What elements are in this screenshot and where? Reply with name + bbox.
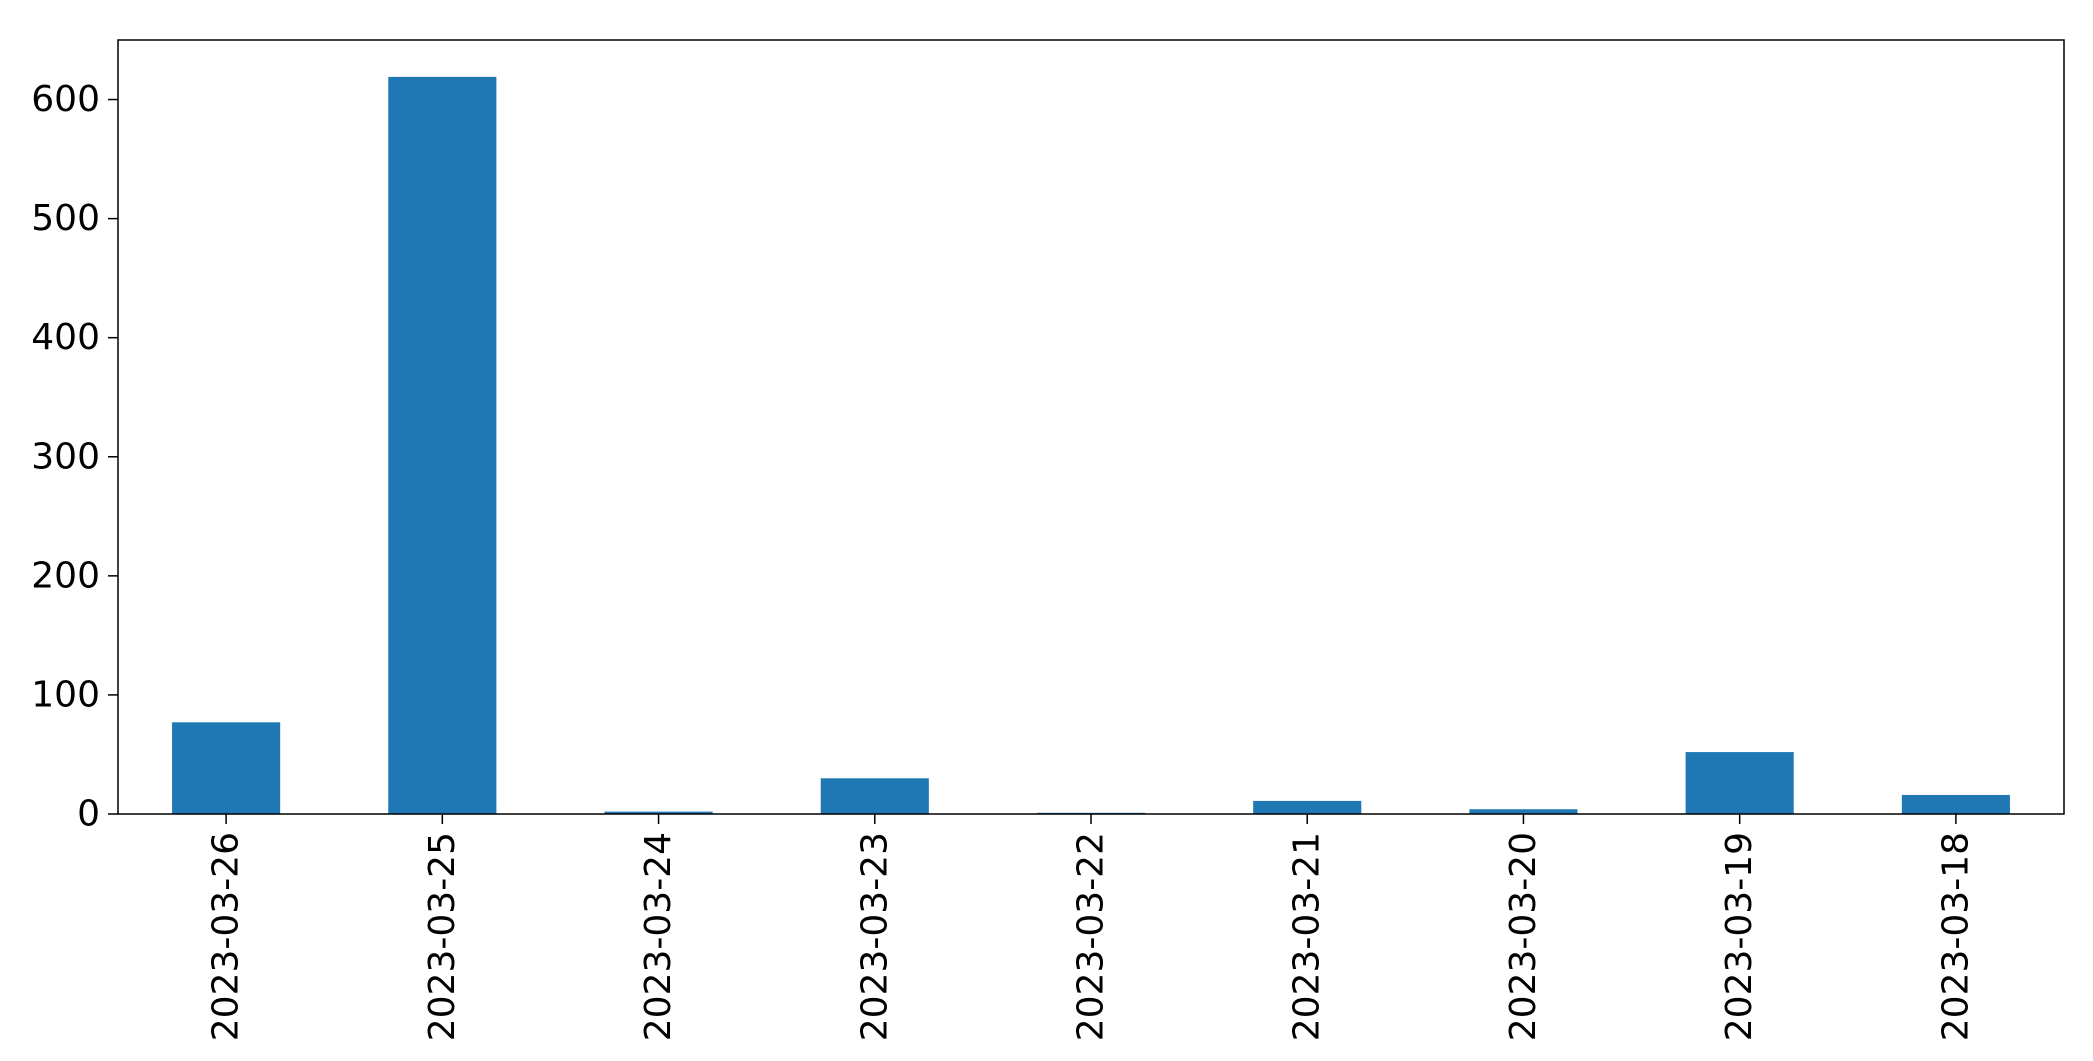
y-tick-label: 400 [31, 317, 100, 358]
bar-2023-03-20 [1469, 809, 1578, 814]
bar-2023-03-24 [604, 811, 713, 814]
x-tick-label: 2023-03-24 [638, 832, 679, 1041]
x-tick-label: 2023-03-18 [1935, 832, 1976, 1041]
plot-frame [117, 39, 2065, 815]
x-tick-label: 2023-03-22 [1071, 832, 1112, 1041]
x-tick-label: 2023-03-26 [206, 832, 247, 1041]
y-tick-label: 500 [31, 198, 100, 239]
x-tick-label: 2023-03-21 [1287, 832, 1328, 1041]
bar-2023-03-21 [1253, 800, 1362, 814]
y-tick-label: 600 [31, 79, 100, 120]
bar-2023-03-26 [172, 722, 281, 814]
x-tick-label: 2023-03-19 [1719, 832, 1760, 1041]
x-tick-label: 2023-03-20 [1503, 832, 1544, 1041]
y-tick-label: 100 [31, 674, 100, 715]
x-tick-label: 2023-03-25 [422, 832, 463, 1041]
y-axis-ticks: 0 100 200 300 400 500 600 [31, 79, 118, 835]
x-tick-label: 2023-03-23 [854, 832, 895, 1041]
x-axis-ticks: 2023-03-26 2023-03-25 2023-03-24 2023-03-23… [206, 814, 1976, 1041]
y-tick-label: 300 [31, 436, 100, 477]
bar-2023-03-18 [1901, 794, 2010, 814]
bar-2023-03-19 [1685, 752, 1794, 814]
y-tick-label: 200 [31, 555, 100, 596]
bar-2023-03-23 [820, 778, 929, 814]
bar-2023-03-25 [388, 76, 497, 814]
y-tick-label: 0 [77, 794, 100, 835]
